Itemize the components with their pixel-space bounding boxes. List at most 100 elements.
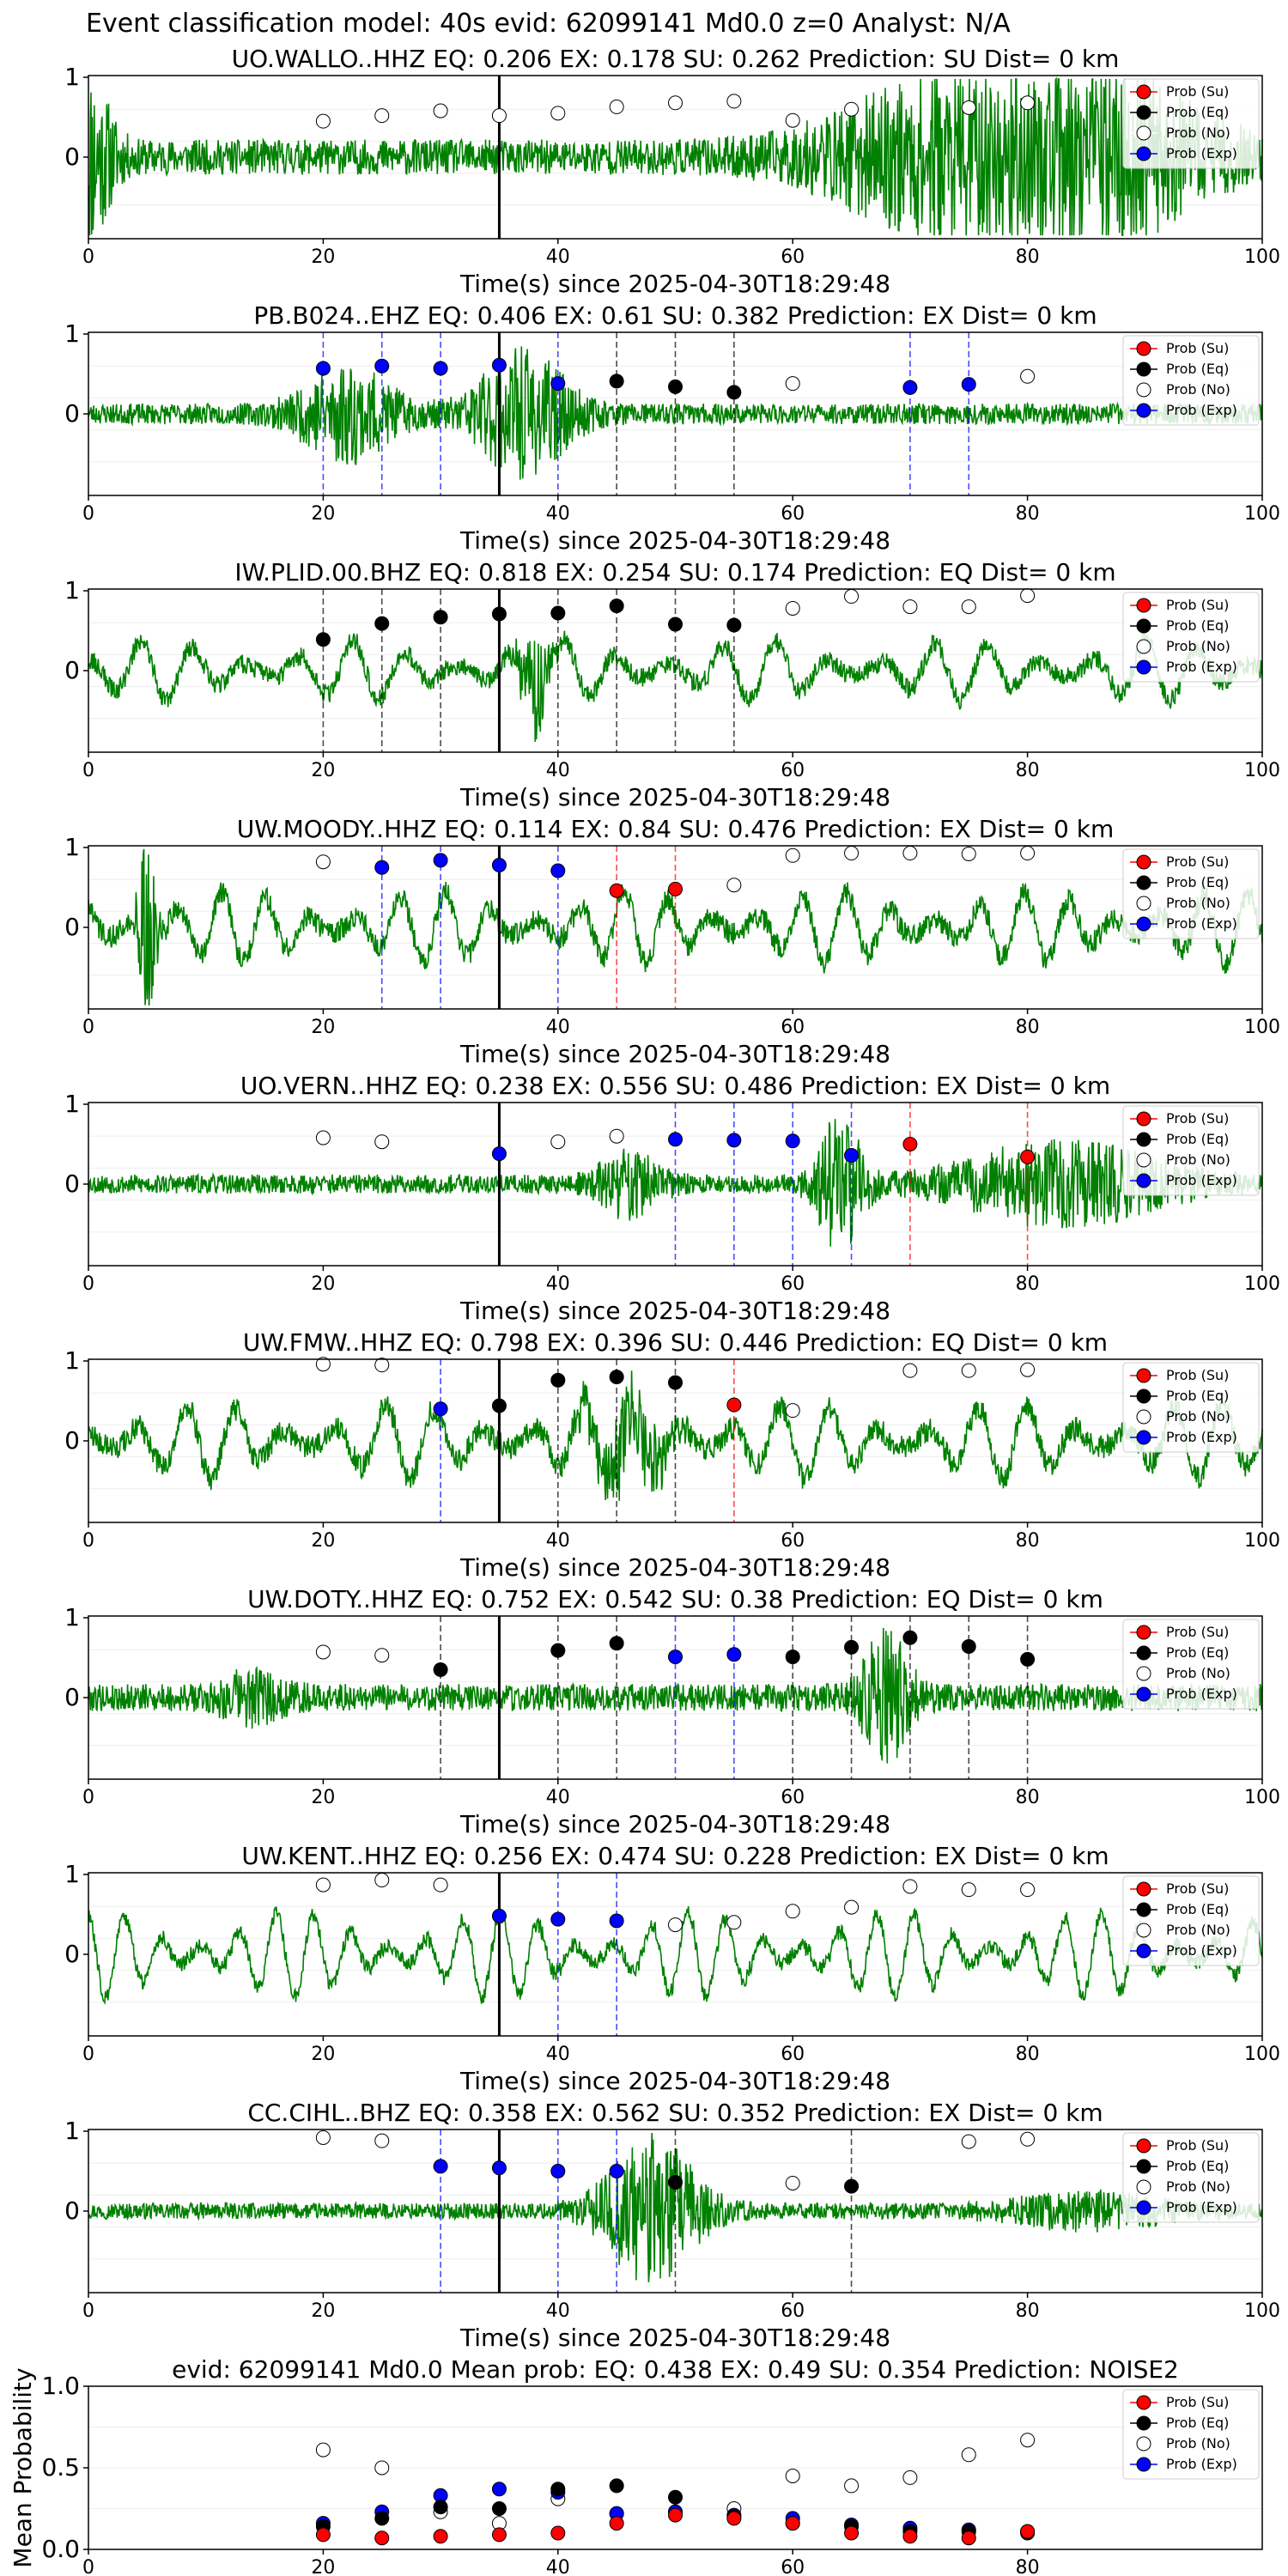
legend-label: Prob (No) [1166, 125, 1230, 141]
x-tick-label: 0 [82, 2044, 94, 2065]
panel-title: UO.VERN..HHZ EQ: 0.238 EX: 0.556 SU: 0.4… [240, 1072, 1110, 1100]
legend-marker [1136, 2138, 1151, 2154]
y-tick-label: 0 [64, 1683, 80, 1711]
waveform-trace [88, 76, 1263, 236]
prob-point-exp [668, 1649, 683, 1665]
prob-point-exp [961, 377, 976, 392]
mean-point-eq [491, 2501, 507, 2516]
mean-point-no [374, 2460, 390, 2476]
legend-label: Prob (Eq) [1166, 1901, 1229, 1917]
prob-point-exp [550, 863, 566, 878]
x-tick-label: 0 [82, 1787, 94, 1808]
legend-marker [1136, 2415, 1151, 2431]
prob-point-exp [491, 1146, 507, 1162]
prob-point-exp [609, 2164, 624, 2178]
legend-label: Prob (Exp) [1166, 1429, 1237, 1445]
legend-marker [1136, 1368, 1151, 1383]
panel-3: IW.PLID.00.BHZ EQ: 0.818 EX: 0.254 SU: 0… [64, 558, 1280, 811]
prob-point-no [1020, 588, 1036, 604]
mean-point-su [726, 2511, 742, 2526]
legend-marker [1136, 854, 1151, 870]
prob-point-exp [726, 1133, 742, 1148]
x-tick-label: 0 [82, 503, 94, 525]
prob-point-su [609, 883, 624, 898]
prob-point-no [609, 1128, 624, 1144]
mean-point-no [1020, 2433, 1036, 2448]
prob-point-no [1020, 2131, 1036, 2147]
legend-label: Prob (No) [1166, 1665, 1230, 1681]
legend-label: Prob (Eq) [1166, 1644, 1229, 1661]
prob-point-eq [433, 610, 448, 625]
panel-1: UO.WALLO..HHZ EQ: 0.206 EX: 0.178 SU: 0.… [64, 45, 1280, 298]
prob-point-no [785, 600, 800, 616]
legend-label: Prob (No) [1166, 1408, 1230, 1425]
prob-point-exp [844, 1148, 860, 1163]
prob-point-eq [550, 1643, 566, 1658]
prob-point-no [1020, 95, 1036, 111]
x-tick-label: 20 [311, 2557, 335, 2576]
x-tick-label: 80 [1016, 246, 1040, 268]
panel-6: UW.FMW..HHZ EQ: 0.798 EX: 0.396 SU: 0.44… [64, 1328, 1280, 1582]
panel-title: UW.DOTY..HHZ EQ: 0.752 EX: 0.542 SU: 0.3… [247, 1585, 1103, 1613]
prob-point-no [315, 1357, 331, 1372]
prob-point-exp [433, 2159, 448, 2174]
panel-5: UO.VERN..HHZ EQ: 0.238 EX: 0.556 SU: 0.4… [64, 1072, 1280, 1325]
legend-marker [1136, 84, 1151, 100]
x-tick-label: 40 [546, 2557, 570, 2576]
legend-marker [1136, 1409, 1151, 1425]
legend-marker [1136, 382, 1151, 398]
panel-9: CC.CIHL..BHZ EQ: 0.358 EX: 0.562 SU: 0.3… [64, 2099, 1280, 2352]
legend-label: Prob (Su) [1166, 1880, 1229, 1897]
prob-point-eq [433, 1662, 448, 1677]
mean-point-su [491, 2527, 507, 2543]
legend-label: Prob (Su) [1166, 2394, 1229, 2410]
prob-point-no [961, 599, 976, 615]
legend-marker [1136, 916, 1151, 932]
mean-point-no [961, 2447, 976, 2463]
prob-point-no [374, 1873, 390, 1888]
x-axis-label: Time(s) since 2025-04-30T18:29:48 [459, 1040, 890, 1068]
y-tick-label: 1 [64, 1090, 80, 1118]
mean-point-eq [609, 2478, 624, 2494]
prob-point-no [785, 848, 800, 863]
panel-title: PB.B024..EHZ EQ: 0.406 EX: 0.61 SU: 0.38… [253, 301, 1097, 330]
legend-marker [1136, 1430, 1151, 1445]
x-tick-label: 100 [1244, 1787, 1280, 1808]
legend-marker [1136, 1152, 1151, 1168]
legend-marker [1136, 1388, 1151, 1404]
legend-label: Prob (Exp) [1166, 402, 1237, 418]
prob-point-no [374, 1358, 390, 1373]
prob-point-exp [315, 361, 331, 376]
x-axis-label: Time(s) since 2025-04-30T18:29:48 [459, 1553, 890, 1582]
x-tick-label: 80 [1016, 503, 1040, 525]
x-tick-label: 80 [1016, 1787, 1040, 1808]
legend-marker [1136, 1645, 1151, 1661]
y-tick-label: 0 [64, 1940, 80, 1968]
legend-label: Prob (Eq) [1166, 104, 1229, 120]
legend-label: Prob (No) [1166, 381, 1230, 398]
legend-marker [1136, 341, 1151, 356]
prob-point-no [785, 376, 800, 392]
y-tick-label: 0.0 [41, 2535, 80, 2563]
x-tick-label: 80 [1016, 2044, 1040, 2065]
prob-point-no [785, 2175, 800, 2190]
y-tick-label: 0 [64, 1426, 80, 1455]
panel-title: UW.KENT..HHZ EQ: 0.256 EX: 0.474 SU: 0.2… [241, 1842, 1109, 1870]
legend-label: Prob (Eq) [1166, 361, 1229, 377]
prob-point-no [433, 103, 448, 118]
mean-point-su [374, 2530, 390, 2546]
legend-marker [1136, 659, 1151, 675]
x-tick-label: 0 [82, 1273, 94, 1295]
panel-title: evid: 62099141 Md0.0 Mean prob: EQ: 0.43… [172, 2355, 1179, 2384]
legend-marker [1136, 2457, 1151, 2472]
x-axis-label: Time(s) since 2025-04-30T18:29:48 [459, 783, 890, 811]
legend-marker [1136, 2436, 1151, 2451]
x-tick-label: 100 [1244, 760, 1280, 781]
prob-point-no [374, 2133, 390, 2148]
legend-marker [1136, 1943, 1151, 1959]
prob-point-no [491, 108, 507, 124]
x-tick-label: 20 [311, 760, 335, 781]
legend-marker [1136, 1132, 1151, 1147]
mean-point-su [609, 2516, 624, 2531]
mean-point-su [433, 2529, 448, 2544]
